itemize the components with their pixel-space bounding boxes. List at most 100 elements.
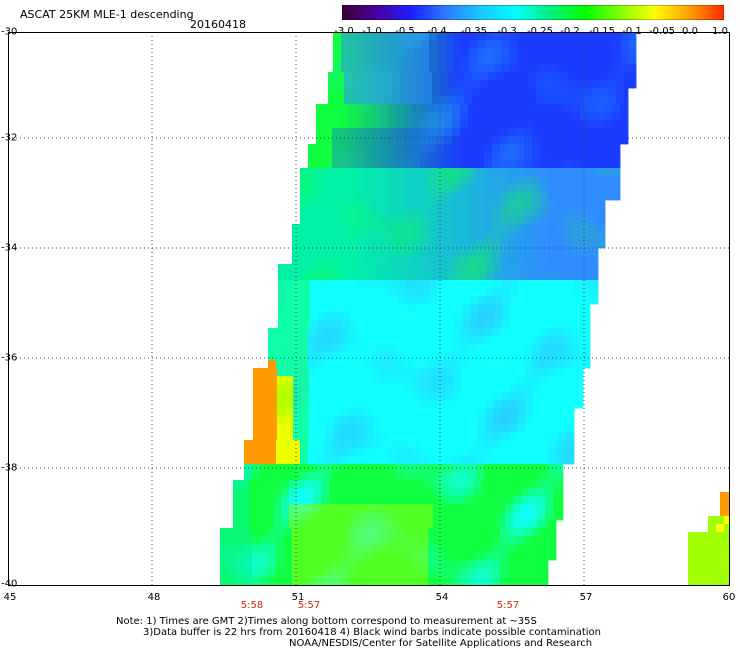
wind-cell bbox=[385, 496, 394, 505]
wind-cell bbox=[510, 280, 519, 289]
wind-cell bbox=[438, 272, 447, 281]
wind-cell bbox=[244, 456, 253, 465]
wind-cell bbox=[302, 304, 311, 313]
wind-cell bbox=[501, 368, 510, 377]
wind-cell bbox=[612, 144, 621, 153]
wind-cell bbox=[476, 224, 485, 233]
wind-cell bbox=[548, 224, 557, 233]
wind-cell bbox=[460, 128, 469, 137]
wind-cell bbox=[414, 296, 423, 305]
wind-cell bbox=[412, 200, 421, 209]
wind-cell bbox=[565, 40, 574, 49]
wind-cell bbox=[508, 160, 517, 169]
wind-cell bbox=[384, 72, 393, 81]
wind-cell bbox=[349, 432, 358, 441]
wind-cell bbox=[398, 264, 407, 273]
wind-cell bbox=[468, 336, 477, 345]
wind-cell bbox=[309, 392, 318, 401]
wind-cell bbox=[332, 168, 341, 177]
wind-cell bbox=[508, 440, 517, 449]
wind-cell bbox=[502, 264, 511, 273]
wind-cell bbox=[452, 336, 461, 345]
wind-cell bbox=[462, 272, 471, 281]
wind-cell bbox=[324, 152, 333, 161]
wind-cell bbox=[388, 112, 397, 121]
wind-cell bbox=[414, 264, 423, 273]
wind-cell bbox=[476, 200, 485, 209]
wind-cell bbox=[584, 72, 593, 81]
wind-cell bbox=[408, 88, 417, 97]
wind-cell bbox=[310, 320, 319, 329]
wind-cell bbox=[408, 72, 417, 81]
wind-cell bbox=[428, 160, 437, 169]
wind-cell bbox=[404, 472, 413, 481]
wind-cell bbox=[348, 192, 357, 201]
wind-cell bbox=[473, 520, 482, 529]
wind-cell bbox=[468, 528, 477, 537]
wind-cell bbox=[406, 296, 415, 305]
wind-cell bbox=[588, 200, 597, 209]
wind-cell bbox=[612, 192, 621, 201]
wind-cell bbox=[276, 456, 285, 465]
wind-cell bbox=[404, 560, 413, 569]
wind-cell bbox=[425, 480, 434, 489]
wind-cell bbox=[462, 320, 471, 329]
wind-cell bbox=[318, 320, 327, 329]
wind-cell bbox=[316, 240, 325, 249]
wind-cell bbox=[432, 72, 441, 81]
wind-cell bbox=[528, 80, 537, 89]
wind-cell bbox=[372, 568, 381, 577]
wind-cell bbox=[241, 520, 250, 529]
wind-cell bbox=[300, 456, 309, 465]
wind-cell bbox=[372, 456, 381, 465]
wind-cell bbox=[414, 320, 423, 329]
wind-cell bbox=[564, 144, 573, 153]
wind-cell bbox=[501, 64, 510, 73]
wind-cell bbox=[372, 336, 381, 345]
wind-cell bbox=[308, 448, 317, 457]
wind-cell bbox=[553, 512, 562, 521]
wind-cell bbox=[516, 224, 525, 233]
wind-cell bbox=[301, 376, 310, 385]
wind-cell bbox=[324, 328, 333, 337]
colorbar-label: -0.35 bbox=[461, 26, 487, 37]
wind-cell bbox=[252, 544, 261, 553]
wind-cell bbox=[541, 48, 550, 57]
wind-cell bbox=[324, 176, 333, 185]
wind-cell bbox=[428, 224, 437, 233]
wind-cell bbox=[356, 152, 365, 161]
wind-cell bbox=[316, 232, 325, 241]
wind-cell bbox=[413, 64, 422, 73]
wind-cell bbox=[524, 360, 533, 369]
wind-cell bbox=[517, 424, 526, 433]
wind-cell bbox=[468, 128, 477, 137]
wind-cell bbox=[294, 312, 303, 321]
wind-cell bbox=[269, 384, 278, 393]
wind-cell bbox=[512, 80, 521, 89]
wind-cell bbox=[372, 440, 381, 449]
wind-cell bbox=[276, 560, 285, 569]
wind-cell bbox=[420, 152, 429, 161]
wind-cell bbox=[576, 80, 585, 89]
wind-cell bbox=[712, 532, 721, 541]
wind-cell bbox=[564, 112, 573, 121]
wind-cell bbox=[404, 200, 413, 209]
wind-cell bbox=[468, 216, 477, 225]
wind-cell bbox=[513, 504, 522, 513]
wind-cell bbox=[572, 256, 581, 265]
wind-cell bbox=[540, 336, 549, 345]
wind-cell bbox=[516, 104, 525, 113]
wind-cell bbox=[365, 400, 374, 409]
wind-cell bbox=[420, 440, 429, 449]
wind-cell bbox=[260, 560, 269, 569]
wind-cell bbox=[485, 408, 494, 417]
wind-cell bbox=[388, 168, 397, 177]
wind-cell bbox=[468, 536, 477, 545]
wind-cell bbox=[478, 312, 487, 321]
wind-cell bbox=[525, 416, 534, 425]
wind-cell bbox=[452, 224, 461, 233]
wind-cell bbox=[465, 520, 474, 529]
wind-cell bbox=[524, 200, 533, 209]
wind-cell bbox=[525, 64, 534, 73]
wind-cell bbox=[500, 568, 509, 577]
